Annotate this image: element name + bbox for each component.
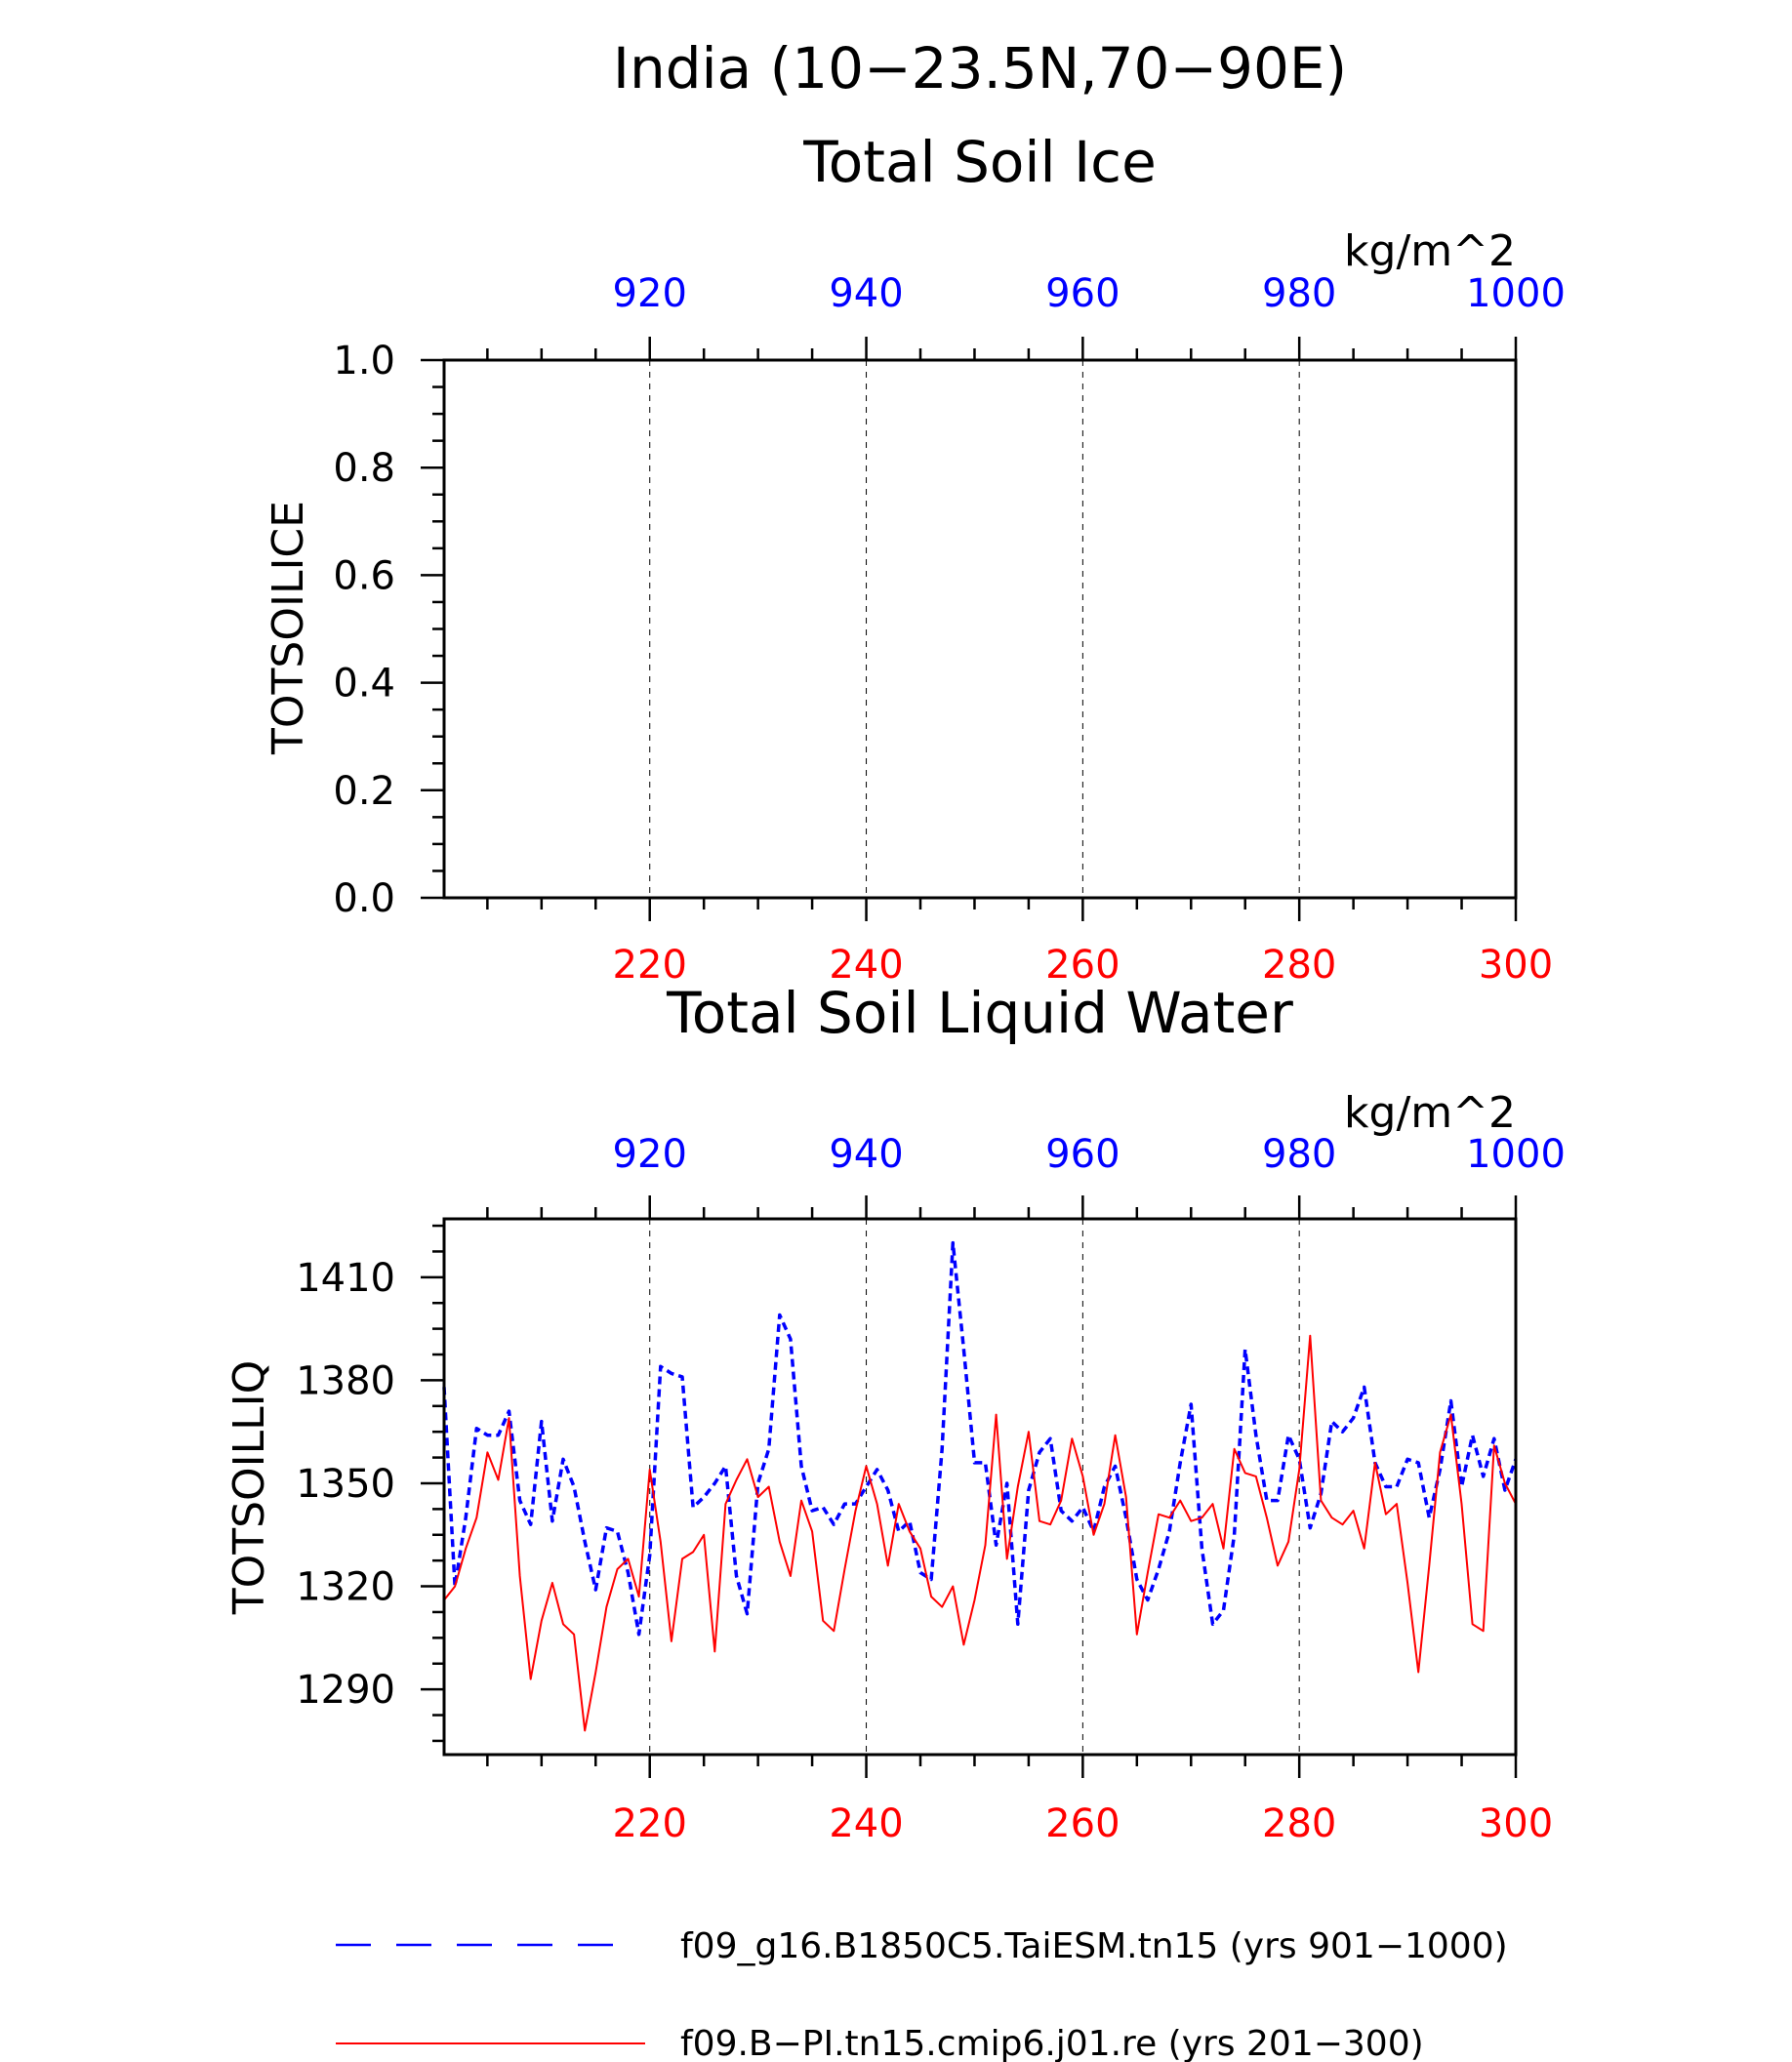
x-top-tick-label: 960 [1045, 271, 1120, 316]
series-line-red [443, 1334, 1517, 1732]
x-bottom-tick-label: 280 [1262, 1801, 1336, 1846]
x-bottom-tick-label: 220 [613, 1801, 687, 1846]
x-bottom-tick-label: 260 [1045, 943, 1120, 988]
y-tick-label: 1350 [296, 1462, 395, 1507]
y-tick-label: 1410 [296, 1256, 395, 1301]
y-tick-label: 1380 [296, 1358, 395, 1403]
y-axis-label: TOTSOILICE [264, 501, 313, 755]
tick-labels: 220 240 260 280 300 920 940 960 980 1000 1290 1320 1… [296, 1132, 1566, 1846]
x-bottom-tick-label: 260 [1045, 1801, 1120, 1846]
series-line-blue [442, 1240, 1518, 1637]
x-top-tick-label: 920 [613, 1132, 687, 1177]
units-label: kg/m^2 [1344, 226, 1516, 276]
legend-label-red: f09.B−PI.tn15.cmip6.j01.re (yrs 201−300) [680, 2024, 1424, 2062]
y-tick-label: 1290 [296, 1668, 395, 1713]
x-top-tick-label: 960 [1045, 1132, 1120, 1177]
tick-labels: 220 240 260 280 300 920 940 960 980 1000 0.0 0.2 0.4… [333, 271, 1566, 988]
axis-ticks [421, 337, 1518, 921]
x-top-tick-label: 980 [1262, 1132, 1336, 1177]
x-bottom-tick-label: 220 [613, 943, 687, 988]
units-label: kg/m^2 [1344, 1088, 1516, 1138]
panel-total-soil-liquid-water: Total Soil Liquid Water kg/m^2 TOTSOILLI… [224, 980, 1566, 1846]
plot-frame [442, 1217, 1518, 1757]
y-tick-label: 0.2 [333, 769, 395, 814]
x-bottom-tick-label: 240 [829, 943, 903, 988]
x-bottom-tick-label: 280 [1262, 943, 1336, 988]
x-top-tick-label: 920 [613, 271, 687, 316]
y-tick-label: 0.0 [333, 876, 395, 921]
x-bottom-tick-label: 240 [829, 1801, 903, 1846]
x-gridlines [649, 360, 1300, 898]
x-top-tick-label: 980 [1262, 271, 1336, 316]
x-gridlines [649, 1219, 1300, 1755]
y-tick-label: 0.8 [333, 446, 395, 491]
figure-title: India (10−23.5N,70−90E) [613, 35, 1347, 101]
plot-frame [442, 358, 1518, 900]
x-bottom-tick-label: 300 [1479, 943, 1553, 988]
y-tick-label: 1.0 [333, 339, 395, 384]
panel-title: Total Soil Ice [802, 129, 1157, 195]
series-lines [442, 1240, 1518, 1732]
x-top-tick-label: 1000 [1466, 1132, 1566, 1177]
x-top-tick-label: 940 [829, 271, 903, 316]
panel-total-soil-ice: Total Soil Ice kg/m^2 TOTSOILICE 220 240 2… [264, 129, 1566, 988]
axis-ticks [421, 1195, 1518, 1778]
panel-title: Total Soil Liquid Water [666, 980, 1293, 1046]
x-top-tick-label: 1000 [1466, 271, 1566, 316]
x-bottom-tick-label: 300 [1479, 1801, 1553, 1846]
y-tick-label: 0.4 [333, 662, 395, 707]
y-tick-label: 0.6 [333, 553, 395, 598]
y-axis-label: TOTSOILLIQ [224, 1360, 274, 1616]
x-top-tick-label: 940 [829, 1132, 903, 1177]
legend-label-blue: f09_g16.B1850C5.TaiESM.tn15 (yrs 901−100… [680, 1926, 1508, 1966]
y-tick-label: 1320 [296, 1565, 395, 1610]
legend: f09_g16.B1850C5.TaiESM.tn15 (yrs 901−100… [336, 1926, 1508, 2062]
